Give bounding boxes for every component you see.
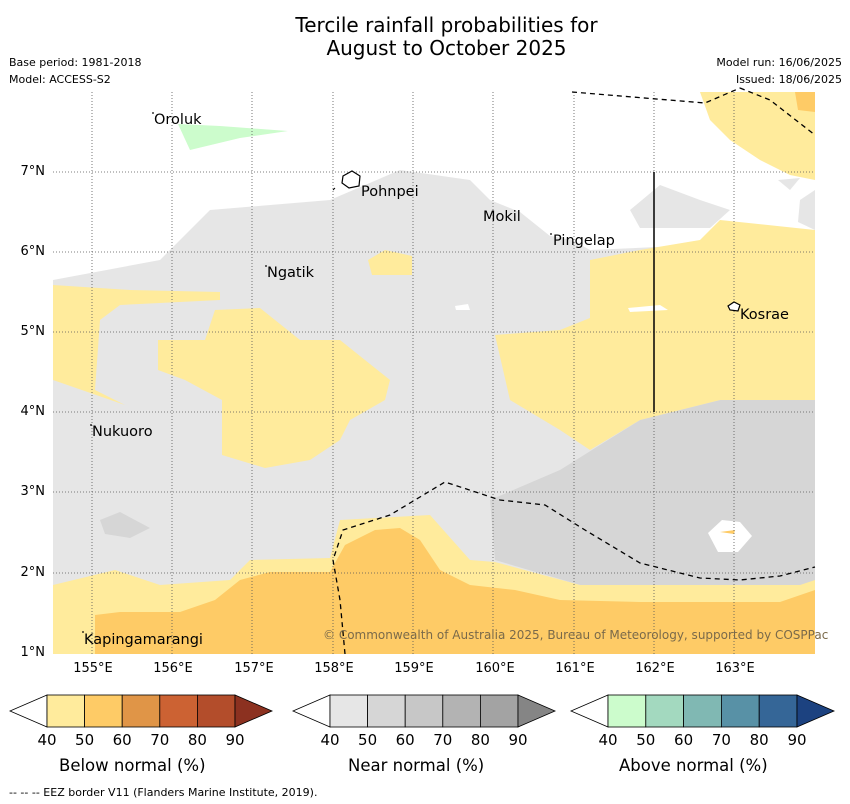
colorbar-above-tick-2: 60 bbox=[674, 731, 694, 749]
colorbar-above-tick-1: 50 bbox=[636, 731, 656, 749]
place-kosrae: Kosrae bbox=[740, 307, 789, 323]
place-pingelap: Pingelap bbox=[553, 233, 615, 249]
y-label-7n: 7°N bbox=[20, 164, 46, 179]
copyright-notice: © Commonwealth of Australia 2025, Bureau… bbox=[323, 628, 829, 642]
model-run: Model run: 16/06/2025 bbox=[716, 56, 842, 69]
near-normal-northeast-patch bbox=[630, 185, 730, 228]
place-pohnpei: Pohnpei bbox=[361, 184, 419, 200]
colorbar-near-tick-3: 70 bbox=[433, 731, 453, 749]
probability-map bbox=[53, 87, 816, 655]
eez-footnote: -- -- -- EEZ border V11 (Flanders Marine… bbox=[9, 786, 318, 799]
colorbar-below-tick-3: 70 bbox=[150, 731, 170, 749]
ngatik-marker bbox=[265, 265, 267, 267]
below-normal-dot bbox=[720, 530, 735, 534]
x-label-162e: 162°E bbox=[635, 661, 675, 676]
title-line-1: Tercile rainfall probabilities for bbox=[295, 13, 598, 37]
pohnpei-island-icon bbox=[341, 170, 361, 189]
blank-sliver-2 bbox=[455, 304, 470, 310]
below-normal-south-dark bbox=[95, 528, 815, 654]
colorbar-below-tick-0: 40 bbox=[37, 731, 57, 749]
colorbar-below-tick-5: 90 bbox=[225, 731, 245, 749]
colorbar-above-tick-4: 80 bbox=[749, 731, 769, 749]
below-normal-northeast bbox=[700, 92, 815, 180]
colorbar-near-tick-1: 50 bbox=[358, 731, 378, 749]
blank-sliver bbox=[628, 305, 668, 312]
pingelap-marker bbox=[550, 233, 552, 235]
near-normal-blob bbox=[205, 192, 590, 340]
colorbar-above-tick-0: 40 bbox=[598, 731, 618, 749]
near-normal-dark-patch bbox=[100, 512, 150, 538]
oroluk-marker bbox=[152, 112, 154, 114]
below-normal-center bbox=[158, 308, 390, 468]
colorbar-near-tick-5: 90 bbox=[508, 731, 528, 749]
x-label-161e: 161°E bbox=[555, 661, 595, 676]
nukuoro-marker bbox=[90, 424, 92, 426]
legend-title-below: Below normal (%) bbox=[59, 756, 206, 775]
colorbar-below-tick-4: 80 bbox=[187, 731, 207, 749]
pohnpei-islet-icon bbox=[332, 187, 336, 191]
colorbar-near-tick-0: 40 bbox=[320, 731, 340, 749]
y-label-4n: 4°N bbox=[20, 404, 46, 419]
legend-title-near: Near normal (%) bbox=[348, 756, 485, 775]
colorbar-below-tick-1: 50 bbox=[75, 731, 95, 749]
above-normal-patch bbox=[178, 124, 288, 150]
colorbar-above-tick-5: 90 bbox=[787, 731, 807, 749]
below-normal-west bbox=[53, 285, 220, 405]
y-label-6n: 6°N bbox=[20, 244, 46, 259]
title-line-2: August to October 2025 bbox=[326, 36, 567, 60]
blank-hole-southeast bbox=[708, 520, 752, 552]
near-normal-northeast-patch-2 bbox=[778, 178, 800, 190]
below-normal-east bbox=[495, 220, 815, 450]
meta-left: Base period: 1981-2018 Model: ACCESS-S2 bbox=[9, 54, 141, 88]
chart-title: Tercile rainfall probabilities for Augus… bbox=[0, 14, 850, 60]
below-normal-patch bbox=[368, 250, 412, 275]
x-label-160e: 160°E bbox=[475, 661, 515, 676]
y-label-1n: 1°N bbox=[20, 645, 46, 660]
colorbar-below-tick-2: 60 bbox=[112, 731, 132, 749]
meta-right: Model run: 16/06/2025 Issued: 18/06/2025 bbox=[716, 54, 842, 88]
place-kapingamarangi: Kapingamarangi bbox=[84, 632, 203, 648]
x-label-155e: 155°E bbox=[73, 661, 113, 676]
x-label-163e: 163°E bbox=[715, 661, 755, 676]
near-normal-northeast-patch-3 bbox=[798, 190, 815, 230]
kosrae-island-icon bbox=[727, 301, 741, 312]
blank-sliver-3 bbox=[588, 127, 600, 132]
blank-region-north bbox=[53, 92, 572, 280]
place-mokil: Mokil bbox=[483, 209, 521, 225]
place-nukuoro: Nukuoro bbox=[92, 424, 153, 440]
legend-title-above: Above normal (%) bbox=[619, 756, 768, 775]
base-period: Base period: 1981-2018 bbox=[9, 56, 142, 69]
place-oroluk: Oroluk bbox=[154, 112, 202, 128]
x-label-159e: 159°E bbox=[394, 661, 434, 676]
below-normal-northeast-dark bbox=[795, 92, 815, 112]
place-ngatik: Ngatik bbox=[267, 265, 315, 281]
x-label-156e: 156°E bbox=[153, 661, 193, 676]
model-name: Model: ACCESS-S2 bbox=[9, 73, 111, 86]
y-label-2n: 2°N bbox=[20, 565, 46, 580]
y-label-5n: 5°N bbox=[20, 324, 46, 339]
colorbar-above-tick-3: 70 bbox=[711, 731, 731, 749]
y-label-3n: 3°N bbox=[20, 484, 46, 499]
eez-border bbox=[332, 87, 816, 655]
colorbar-near-tick-4: 80 bbox=[470, 731, 490, 749]
gridlines bbox=[53, 92, 815, 654]
x-label-157e: 157°E bbox=[234, 661, 274, 676]
colorbar-near-tick-2: 60 bbox=[395, 731, 415, 749]
kapingamarangi-marker bbox=[82, 631, 84, 633]
issued-date: Issued: 18/06/2025 bbox=[735, 73, 842, 86]
x-label-158e: 158°E bbox=[314, 661, 354, 676]
